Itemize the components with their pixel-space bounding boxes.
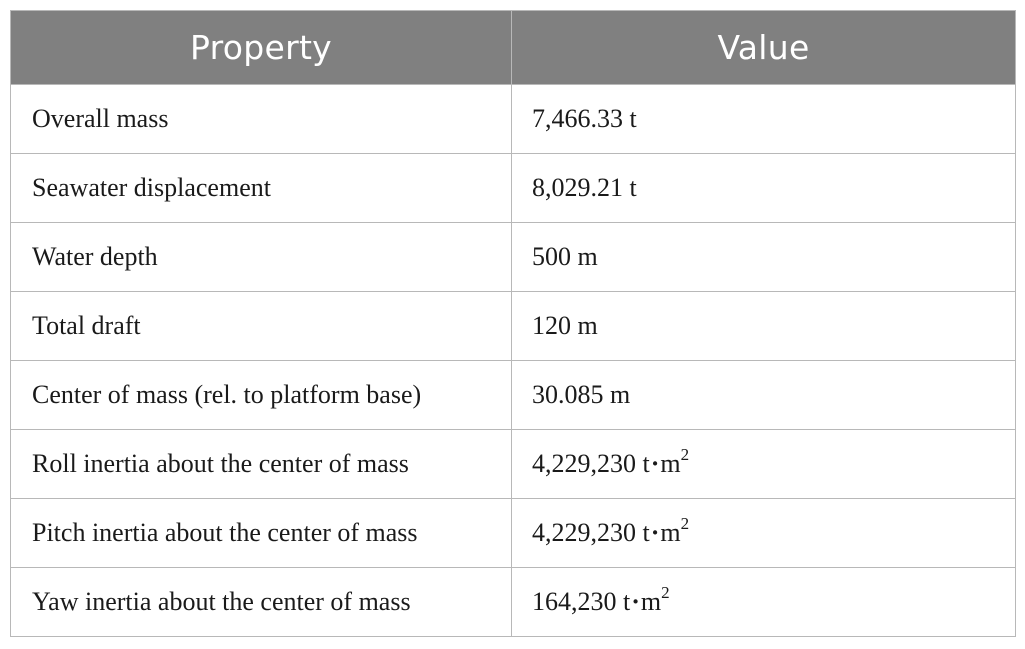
table-row: Water depth 500 m xyxy=(10,222,1016,292)
unit-exponent: 2 xyxy=(680,514,690,534)
unit-text: m xyxy=(640,587,662,616)
property-cell: Yaw inertia about the center of mass xyxy=(10,567,512,637)
property-cell: Roll inertia about the center of mass xyxy=(10,429,512,499)
property-cell: Pitch inertia about the center of mass xyxy=(10,498,512,568)
unit-exponent: 2 xyxy=(661,583,670,603)
property-cell: Overall mass xyxy=(10,84,512,154)
value-cell: 8,029.21 t xyxy=(511,153,1016,223)
properties-table: Property Value Overall mass 7,466.33 t S… xyxy=(10,10,1016,637)
table-row: Overall mass 7,466.33 t xyxy=(10,84,1016,154)
unit-text: m xyxy=(660,518,681,547)
value-cell: 500 m xyxy=(511,222,1016,292)
value-cell: 4,229,230 t·m2 xyxy=(511,498,1016,568)
table-row: Pitch inertia about the center of mass 4… xyxy=(10,498,1016,568)
table-row: Total draft 120 m xyxy=(10,291,1016,361)
table-row: Yaw inertia about the center of mass 164… xyxy=(10,567,1016,637)
unit-dot: · xyxy=(631,587,640,616)
table-row: Center of mass (rel. to platform base) 3… xyxy=(10,360,1016,430)
column-header-property: Property xyxy=(10,10,512,85)
value-cell: 7,466.33 t xyxy=(511,84,1016,154)
unit-text: m xyxy=(660,449,681,478)
value-cell: 30.085 m xyxy=(511,360,1016,430)
properties-table-container: Property Value Overall mass 7,466.33 t S… xyxy=(10,10,1016,637)
column-header-value: Value xyxy=(511,10,1016,85)
unit-dot: · xyxy=(650,449,660,478)
property-cell: Total draft xyxy=(10,291,512,361)
unit-dot: · xyxy=(650,518,660,547)
property-cell: Water depth xyxy=(10,222,512,292)
property-cell: Center of mass (rel. to platform base) xyxy=(10,360,512,430)
unit-exponent: 2 xyxy=(680,445,690,465)
table-body: Overall mass 7,466.33 t Seawater displac… xyxy=(10,84,1016,637)
table-header: Property Value xyxy=(10,10,1016,85)
value-cell: 164,230 t·m2 xyxy=(511,567,1016,637)
value-cell: 4,229,230 t·m2 xyxy=(511,429,1016,499)
value-text: 164,230 t xyxy=(532,587,631,616)
header-row: Property Value xyxy=(10,10,1016,85)
value-text: 4,229,230 t xyxy=(532,518,650,547)
value-cell: 120 m xyxy=(511,291,1016,361)
table-row: Seawater displacement 8,029.21 t xyxy=(10,153,1016,223)
table-row: Roll inertia about the center of mass 4,… xyxy=(10,429,1016,499)
value-text: 4,229,230 t xyxy=(532,449,650,478)
property-cell: Seawater displacement xyxy=(10,153,512,223)
